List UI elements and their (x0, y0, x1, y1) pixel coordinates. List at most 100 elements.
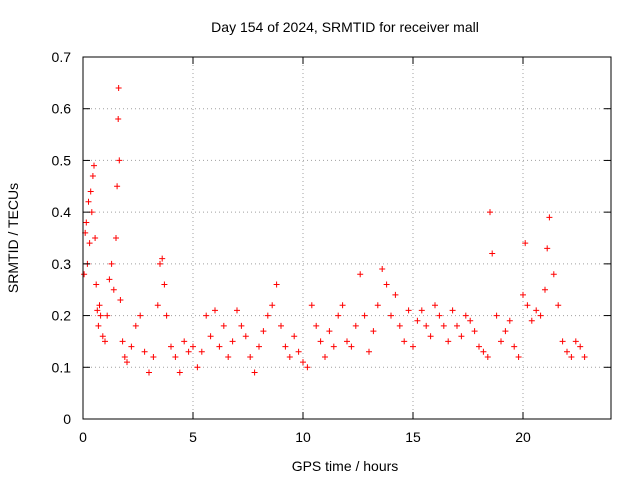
data-point (190, 343, 196, 350)
data-point (506, 317, 513, 324)
data-point (121, 353, 128, 360)
data-point (256, 343, 262, 350)
data-point (137, 312, 144, 319)
data-point (97, 312, 104, 319)
y-tick-label: 0.2 (52, 308, 72, 324)
y-tick-label: 0.5 (52, 152, 72, 168)
data-point (291, 333, 298, 340)
data-point (114, 183, 121, 190)
data-point (520, 291, 526, 298)
data-point (370, 328, 377, 335)
data-point (374, 302, 381, 309)
data-point (86, 240, 93, 247)
data-point (524, 302, 531, 309)
data-point (487, 209, 493, 216)
data-point (108, 260, 115, 267)
data-point (95, 322, 102, 329)
data-point (234, 307, 240, 314)
data-point (436, 312, 443, 319)
data-point (388, 312, 394, 319)
data-point (89, 172, 96, 179)
data-point (317, 338, 324, 345)
data-point (581, 353, 588, 360)
data-point (326, 328, 333, 335)
data-point (348, 343, 355, 350)
data-point (198, 348, 205, 355)
data-point (330, 343, 337, 350)
y-tick-label: 0.3 (52, 256, 72, 272)
data-point (467, 317, 474, 324)
data-point (304, 364, 311, 371)
data-point (357, 271, 364, 278)
data-point (225, 353, 232, 360)
data-point (555, 302, 562, 309)
x-tick-label: 20 (515, 429, 531, 445)
y-tick-label: 0.1 (52, 359, 72, 375)
data-point (379, 266, 386, 273)
x-tick-label: 10 (295, 429, 311, 445)
data-point (269, 302, 276, 309)
data-point (392, 291, 399, 298)
plot-border (82, 56, 612, 420)
data-point (462, 312, 469, 319)
data-point (366, 348, 372, 355)
data-point (498, 338, 504, 345)
data-point (99, 333, 106, 340)
y-tick-label: 0.6 (52, 101, 72, 117)
data-point (106, 276, 113, 283)
data-point (157, 260, 163, 267)
data-point (110, 286, 117, 293)
data-point (81, 271, 88, 278)
x-tick-label: 15 (405, 429, 421, 445)
data-point (405, 307, 412, 314)
data-point (168, 343, 174, 350)
data-point (471, 328, 478, 335)
data-point (185, 348, 192, 355)
data-point (104, 312, 111, 319)
data-point (286, 353, 293, 360)
data-point (159, 255, 166, 262)
data-point (533, 307, 540, 314)
data-point (480, 348, 487, 355)
data-point (335, 312, 342, 319)
data-point (458, 333, 465, 340)
data-point (161, 281, 168, 288)
data-point (146, 369, 152, 376)
data-point (427, 333, 434, 340)
data-point (559, 338, 566, 345)
data-point (418, 307, 425, 314)
data-point (454, 322, 460, 329)
data-point (542, 286, 548, 293)
data-point (92, 235, 99, 241)
data-point (544, 245, 551, 252)
data-point (194, 364, 201, 371)
data-point (577, 343, 584, 350)
data-point (511, 343, 518, 350)
x-axis-label: GPS time / hours (292, 458, 399, 474)
data-point (207, 333, 214, 340)
data-point (132, 322, 139, 329)
data-point (493, 312, 500, 319)
data-point (295, 348, 302, 355)
ticks: 0 0.1 0.2 0.3 0.4 0.5 0.6 0.7 0 5 10 15 20 (52, 49, 611, 445)
y-tick-label: 0 (63, 411, 71, 427)
data-point (150, 353, 157, 360)
data-point (484, 353, 491, 360)
data-point (113, 235, 119, 241)
data-point (489, 250, 496, 257)
data-point (313, 322, 320, 329)
data-point (273, 281, 280, 288)
data-point (308, 302, 315, 309)
data-point (229, 338, 236, 345)
data-point (119, 338, 126, 345)
data-point (176, 369, 183, 376)
grid (83, 57, 611, 419)
data-point (445, 338, 452, 345)
data-point (528, 317, 535, 324)
data-point (339, 302, 346, 309)
data-point (117, 297, 124, 304)
data-point (141, 348, 148, 355)
x-tick-label: 5 (189, 429, 197, 445)
